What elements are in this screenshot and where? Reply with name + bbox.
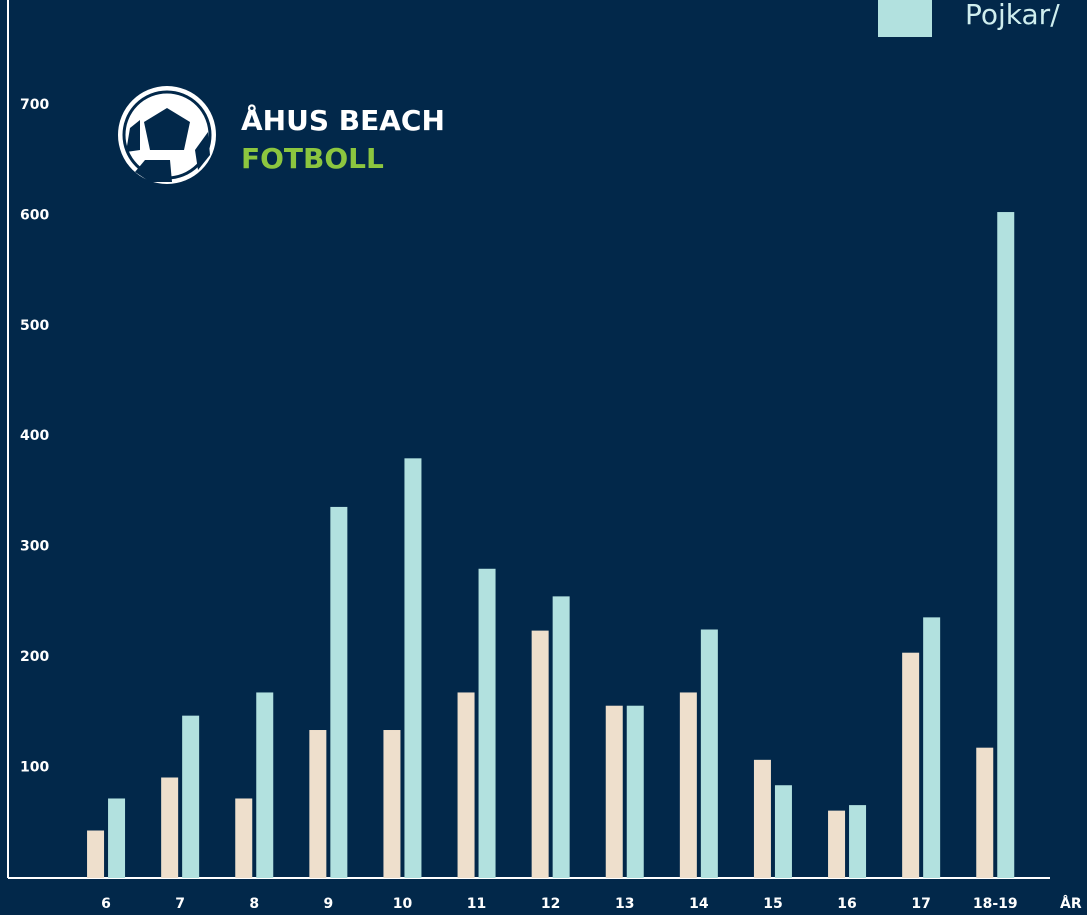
bar — [235, 798, 253, 878]
bar — [923, 617, 941, 878]
x-tick-label: 16 — [837, 896, 856, 912]
legend-swatch — [878, 0, 932, 37]
x-axis-label: ÅR — [1060, 895, 1082, 912]
logo-line1: ÅHUS BEACH — [241, 103, 445, 137]
y-tick-label: 100 — [20, 760, 49, 776]
x-tick-label: 18-19 — [973, 896, 1018, 912]
bar — [774, 785, 792, 878]
x-tick-label: 13 — [615, 896, 634, 912]
bar — [383, 730, 401, 878]
x-tick-label: 7 — [175, 896, 185, 912]
x-tick-label: 9 — [323, 896, 333, 912]
bar — [309, 730, 327, 878]
bar — [87, 830, 105, 878]
bar — [902, 652, 920, 878]
bar — [182, 715, 200, 878]
logo-line2: FOTBOLL — [241, 142, 384, 175]
x-tick-label: 11 — [467, 896, 486, 912]
bar — [330, 506, 348, 878]
bar — [161, 777, 179, 878]
logo-ball-patch — [195, 132, 210, 170]
bar — [478, 568, 496, 878]
y-tick-label: 200 — [20, 649, 49, 665]
bar — [753, 759, 771, 878]
bar — [976, 747, 994, 878]
x-tick-label: 17 — [911, 896, 930, 912]
bar — [457, 692, 475, 878]
logo-ball-patch — [135, 160, 172, 182]
bar — [626, 705, 644, 878]
logo: ÅHUS BEACH FOTBOLL — [118, 86, 445, 184]
bar — [552, 596, 570, 878]
logo-ball-patch — [144, 108, 190, 150]
x-tick-label: 15 — [763, 896, 782, 912]
y-tick-label: 700 — [20, 97, 49, 113]
y-tick-label: 500 — [20, 318, 49, 334]
x-tick-label: 10 — [393, 896, 413, 912]
x-tick-label: 8 — [249, 896, 259, 912]
bar — [997, 212, 1015, 878]
bar — [531, 630, 549, 878]
y-tick-label: 300 — [20, 539, 49, 555]
x-tick-label: 14 — [689, 896, 709, 912]
bar — [404, 458, 422, 878]
bar — [700, 629, 718, 878]
bar — [828, 810, 846, 878]
bar — [605, 705, 623, 878]
bar — [256, 692, 274, 878]
x-tick-label: 6 — [101, 896, 111, 912]
bar — [849, 805, 867, 878]
y-tick-label: 400 — [20, 428, 49, 444]
bar — [679, 692, 697, 878]
x-tick-label: 12 — [541, 896, 560, 912]
y-tick-label: 600 — [20, 207, 49, 223]
legend-label: Pojkar/ — [965, 0, 1060, 31]
bar — [108, 798, 126, 878]
logo-ball-patch — [126, 120, 140, 152]
